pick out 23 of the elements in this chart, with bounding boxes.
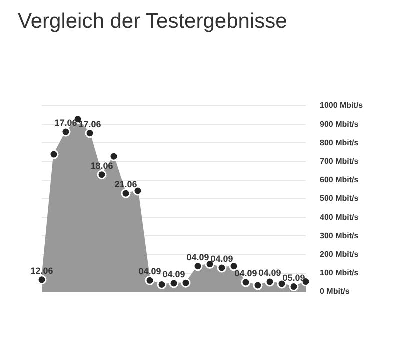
x-tick-label: 12.06 (30, 266, 54, 276)
y-tick-label: 200 Mbit/s (320, 250, 360, 260)
y-tick-label: 600 Mbit/s (320, 176, 360, 185)
y-tick-label: 900 Mbit/s (320, 120, 360, 129)
x-tick-label: 17.06 (54, 118, 78, 128)
x-tick-label: 04.09 (162, 269, 186, 280)
x-tick-label: 21.06 (114, 180, 138, 190)
x-tick-label: 04.09 (186, 252, 210, 262)
x-tick-label: 04.09 (138, 266, 162, 277)
x-tick-label: 04.09 (258, 268, 282, 278)
y-tick-label: 0 Mbit/s (320, 287, 350, 296)
y-tick-label: 300 Mbit/s (320, 231, 360, 240)
x-tick-label: 05.09 (282, 272, 306, 283)
y-tick-label: 500 Mbit/s (320, 194, 360, 204)
y-tick-label: 100 Mbit/s (320, 268, 360, 278)
x-tick-label: 17.06 (78, 119, 102, 130)
y-tick-label: 800 Mbit/s (320, 138, 360, 148)
y-tick-label: 400 Mbit/s (320, 212, 360, 222)
x-tick-label: 04.09 (234, 268, 258, 278)
x-tick-label: 04.09 (210, 254, 234, 264)
chart-title: Vergleich der Testergebnisse (18, 10, 288, 34)
y-tick-label: 700 Mbit/s (320, 157, 360, 166)
y-tick-label: 1000 Mbit/s (320, 101, 364, 110)
